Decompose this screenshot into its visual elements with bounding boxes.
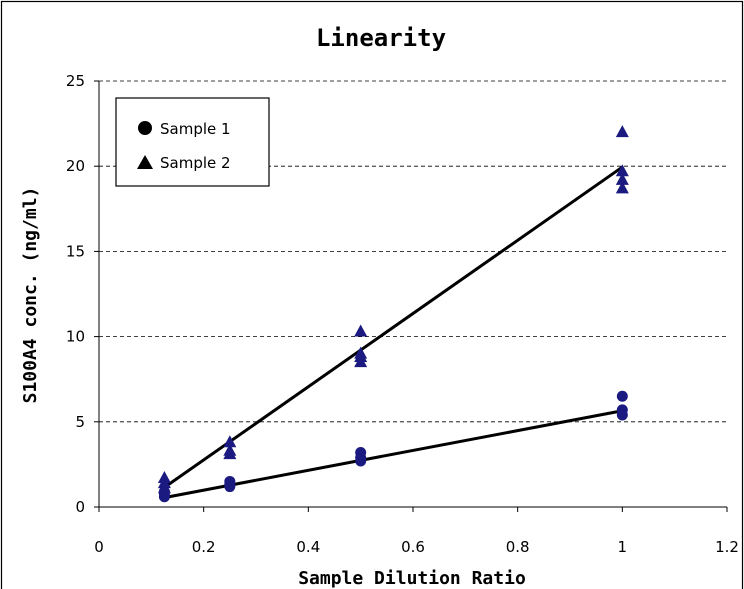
x-axis-ticks: 0 0.2 0.4 0.6 0.8 1 1.2: [94, 507, 739, 556]
y-tick-label: 20: [66, 157, 85, 175]
x-tick-label: 0.6: [401, 538, 425, 556]
point-sample-2: [615, 164, 629, 177]
legend-triangle-marker: [137, 155, 153, 169]
chart-title: Linearity: [316, 24, 446, 52]
point-sample-2: [615, 181, 629, 194]
y-tick-label: 25: [66, 72, 85, 90]
point-sample-2: [354, 346, 368, 359]
data-markers: [157, 125, 629, 503]
y-tick-label: 10: [66, 328, 85, 346]
point-sample-2: [354, 324, 368, 337]
x-tick-label: 0: [94, 538, 104, 556]
point-sample-1: [355, 446, 367, 458]
legend-circle-marker: [138, 121, 152, 135]
y-tick-label: 15: [66, 242, 85, 260]
legend-label-sample-1: Sample 1: [160, 120, 231, 138]
x-tick-label: 1.2: [715, 538, 739, 556]
point-sample-1: [224, 475, 236, 487]
legend-box: [115, 97, 270, 187]
x-tick-label: 0.2: [192, 538, 216, 556]
trendline-sample-2: [163, 165, 624, 489]
x-tick-label: 0.4: [296, 538, 320, 556]
point-sample-2: [223, 435, 237, 448]
y-tick-label: 0: [75, 498, 85, 516]
point-sample-2: [223, 443, 237, 456]
point-sample-1: [616, 390, 628, 402]
point-sample-1: [616, 404, 628, 416]
trendlines: [163, 165, 624, 500]
x-axis-title: Sample Dilution Ratio: [298, 568, 526, 589]
x-tick-label: 1: [618, 538, 628, 556]
legend: Sample 1 Sample 2: [115, 97, 270, 187]
y-axis-title: S100A4 conc. (ng/ml): [20, 187, 41, 404]
y-tick-label: 5: [75, 413, 85, 431]
trendline-sample-1: [164, 409, 623, 500]
y-axis-ticks: 0 5 10 15 20 25: [66, 72, 99, 516]
legend-label-sample-2: Sample 2: [160, 154, 231, 172]
point-sample-2: [615, 172, 629, 185]
point-sample-2: [615, 125, 629, 138]
x-tick-label: 0.8: [506, 538, 530, 556]
point-sample-2: [157, 471, 171, 484]
